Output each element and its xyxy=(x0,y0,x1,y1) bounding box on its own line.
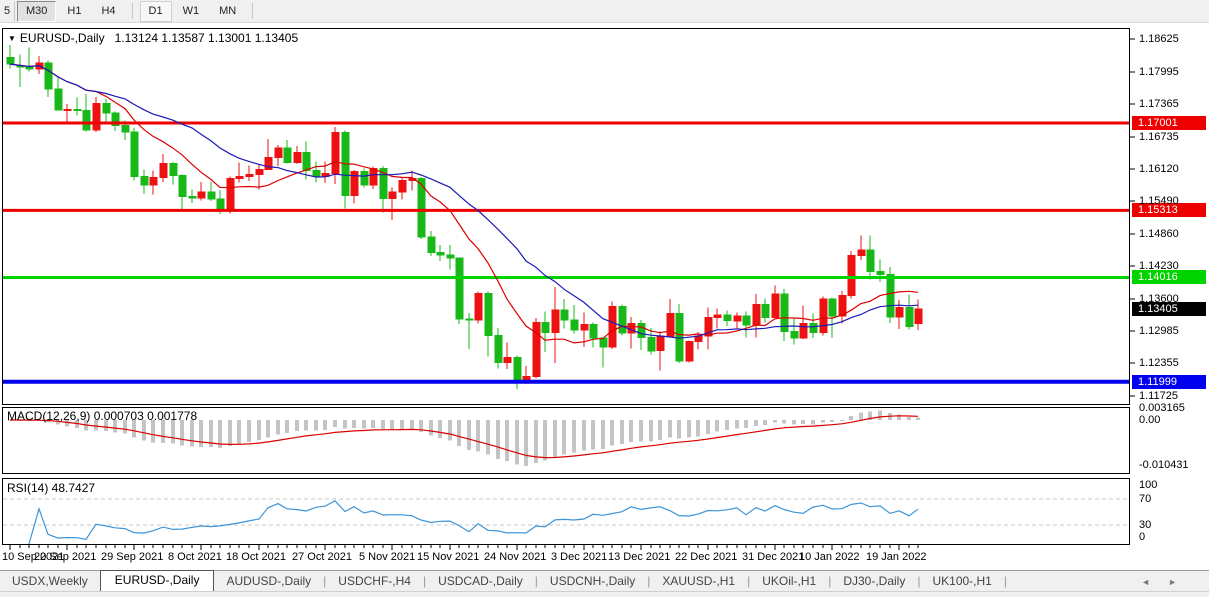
tab-separator: | xyxy=(747,574,751,588)
date-axis-label: 18 Oct 2021 xyxy=(226,551,286,563)
date-axis-label: 22 Dec 2021 xyxy=(675,551,738,563)
price-level-badge: 1.17001 xyxy=(1132,116,1206,130)
rsi-axis-label: 100 xyxy=(1139,479,1158,491)
timeframe-button-mn[interactable]: MN xyxy=(219,4,237,17)
chart-title: ▼ EURUSD-,Daily 1.13124 1.13587 1.13001 1.… xyxy=(8,31,298,45)
date-axis-label: 24 Nov 2021 xyxy=(484,551,547,563)
toolbar-separator xyxy=(131,3,133,19)
tab-ukoil-h1[interactable]: UKOil-,H1 xyxy=(762,574,817,588)
timeframe-button-m15[interactable]: 5 xyxy=(1,0,15,22)
tab-scroll-left-icon[interactable]: ◄ xyxy=(1141,577,1169,587)
date-axis-label: 13 Dec 2021 xyxy=(608,551,671,563)
rsi-axis-label: 70 xyxy=(1139,493,1152,505)
date-axis-label: 10 Jan 2022 xyxy=(799,551,860,563)
timeframe-button-m30[interactable]: M30 xyxy=(17,0,57,22)
tab-separator: | xyxy=(647,574,651,588)
date-axis-label: 27 Oct 2021 xyxy=(292,551,352,563)
tab-usdx-weekly[interactable]: USDX,Weekly xyxy=(12,574,88,588)
rsi-axis-label: 30 xyxy=(1139,519,1152,531)
tab-dj30-daily[interactable]: DJ30-,Daily xyxy=(843,574,906,588)
date-axis-label: 20 Sep 2021 xyxy=(34,551,97,563)
rsi-indicator-label: RSI(14) 48.7427 xyxy=(7,481,96,495)
price-axis-label: 1.16120 xyxy=(1139,163,1179,175)
toolbar-separator xyxy=(252,3,254,19)
tab-scroll-arrows: ◄► xyxy=(1141,577,1195,591)
tab-separator: | xyxy=(917,574,921,588)
date-axis-label: 31 Dec 2021 xyxy=(742,551,805,563)
price-level-badge: 1.14016 xyxy=(1132,270,1206,284)
tab-separator: | xyxy=(323,574,327,588)
macd-axis-label: -0.010431 xyxy=(1139,459,1189,471)
tab-usdcad-daily[interactable]: USDCAD-,Daily xyxy=(438,574,523,588)
tab-uk100-h1[interactable]: UK100-,H1 xyxy=(932,574,992,588)
date-axis-label: 10 Sep 2021 xyxy=(2,551,65,563)
tab-separator: | xyxy=(1003,574,1007,588)
date-axis-label: 5 Nov 2021 xyxy=(359,551,416,563)
current-price-badge: 1.13405 xyxy=(1132,302,1206,316)
price-axis-label: 1.15490 xyxy=(1139,195,1179,207)
tab-usdcnh-daily[interactable]: USDCNH-,Daily xyxy=(549,574,636,588)
price-axis-label: 1.17365 xyxy=(1139,98,1179,110)
timeframe-button-w1[interactable]: W1 xyxy=(182,4,200,17)
tab-separator: | xyxy=(422,574,427,588)
timeframe-toolbar: 5 M30 H1 H4 D1 W1 MN xyxy=(0,0,1209,23)
rsi-axis-label: 0 xyxy=(1139,531,1146,543)
price-level-badge: 1.15313 xyxy=(1132,203,1206,217)
chart-ohlc-values: 1.13124 1.13587 1.13001 1.13405 xyxy=(114,31,299,45)
price-axis-label: 1.11725 xyxy=(1139,390,1178,402)
price-axis-label: 1.14230 xyxy=(1139,260,1179,272)
timeframe-button-d1[interactable]: D1 xyxy=(139,0,172,22)
price-axis-label: 1.13600 xyxy=(1139,293,1179,305)
date-axis-label: 29 Sep 2021 xyxy=(101,551,164,563)
date-axis-label: 3 Dec 2021 xyxy=(551,551,608,563)
date-axis-label: 8 Oct 2021 xyxy=(168,551,222,563)
tab-usdchf-h4[interactable]: USDCHF-,H4 xyxy=(338,574,411,588)
tab-scroll-right-icon[interactable]: ► xyxy=(1168,577,1195,587)
tab-separator: | xyxy=(828,574,832,588)
macd-axis-label: 0.00 xyxy=(1139,414,1161,426)
tab-separator: | xyxy=(534,574,538,588)
chart-symbol-label: EURUSD-,Daily xyxy=(19,31,105,45)
status-strip xyxy=(0,591,1209,597)
price-axis-label: 1.14860 xyxy=(1139,228,1179,240)
tab-audusd-daily[interactable]: AUDUSD-,Daily xyxy=(226,574,312,588)
macd-indicator-label: MACD(12,26,9) 0.000703 0.001778 xyxy=(7,409,198,423)
tab-eurusd-daily[interactable]: EURUSD-,Daily xyxy=(99,570,215,591)
price-chart-pane[interactable] xyxy=(2,28,1130,405)
timeframe-button-h4[interactable]: H4 xyxy=(101,4,116,17)
date-axis-label: 19 Jan 2022 xyxy=(866,551,927,563)
chart-dropdown-icon[interactable]: ▼ xyxy=(8,34,16,43)
price-axis-label: 1.17995 xyxy=(1139,66,1179,78)
price-level-badge: 1.11999 xyxy=(1132,375,1206,389)
price-axis-label: 1.16735 xyxy=(1139,131,1179,143)
timeframe-button-h1[interactable]: H1 xyxy=(67,4,82,17)
rsi-pane[interactable] xyxy=(2,478,1130,545)
tab-xauusd-h1[interactable]: XAUUSD-,H1 xyxy=(662,574,736,588)
price-axis-label: 1.18625 xyxy=(1139,33,1179,45)
date-axis-label: 15 Nov 2021 xyxy=(417,551,480,563)
price-axis-label: 1.12355 xyxy=(1139,357,1179,369)
symbol-tab-bar: USDX,Weekly | EURUSD-,Daily | AUDUSD-,Da… xyxy=(0,570,1209,591)
macd-axis-label: 0.003165 xyxy=(1139,402,1185,414)
price-axis-label: 1.12985 xyxy=(1139,325,1179,337)
